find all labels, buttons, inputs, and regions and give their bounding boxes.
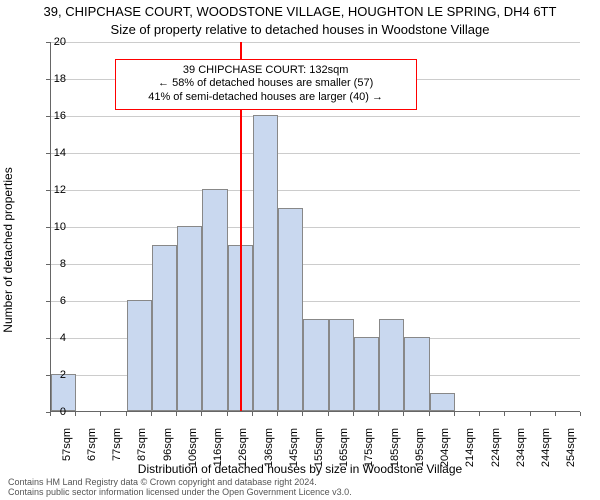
y-tick-label: 10 — [40, 221, 66, 233]
histogram-bar — [278, 208, 303, 412]
y-tick-label: 8 — [40, 258, 66, 270]
y-tick-label: 18 — [40, 73, 66, 85]
chart-container: 39, CHIPCHASE COURT, WOODSTONE VILLAGE, … — [0, 0, 600, 500]
x-tick-mark — [50, 412, 51, 416]
histogram-bar — [253, 115, 278, 411]
title-line-2: Size of property relative to detached ho… — [0, 22, 600, 37]
x-tick-mark — [75, 412, 76, 416]
annotation-line: ← 58% of detached houses are smaller (57… — [122, 77, 410, 91]
histogram-bar — [379, 319, 404, 412]
x-tick-mark — [504, 412, 505, 416]
y-tick-mark — [46, 264, 50, 265]
x-tick-mark — [151, 412, 152, 416]
x-tick-mark — [176, 412, 177, 416]
x-tick-mark — [277, 412, 278, 416]
x-tick-mark — [378, 412, 379, 416]
histogram-bar — [127, 300, 152, 411]
y-tick-label: 2 — [40, 369, 66, 381]
plot-area: 39 CHIPCHASE COURT: 132sqm← 58% of detac… — [50, 42, 580, 412]
x-tick-mark — [227, 412, 228, 416]
y-tick-label: 12 — [40, 184, 66, 196]
x-tick-mark — [555, 412, 556, 416]
gridline — [51, 190, 580, 191]
y-tick-mark — [46, 116, 50, 117]
y-axis-label: Number of detached properties — [1, 167, 15, 332]
x-tick-mark — [252, 412, 253, 416]
annotation-line: 41% of semi-detached houses are larger (… — [122, 91, 410, 105]
x-tick-mark — [530, 412, 531, 416]
y-tick-mark — [46, 338, 50, 339]
y-tick-label: 14 — [40, 147, 66, 159]
footer: Contains HM Land Registry data © Crown c… — [8, 478, 352, 498]
y-tick-mark — [46, 190, 50, 191]
x-tick-mark — [454, 412, 455, 416]
y-tick-label: 6 — [40, 295, 66, 307]
gridline — [51, 116, 580, 117]
gridline — [51, 227, 580, 228]
y-tick-mark — [46, 227, 50, 228]
x-tick-mark — [201, 412, 202, 416]
y-tick-label: 0 — [40, 406, 66, 418]
y-tick-label: 16 — [40, 110, 66, 122]
title-line-1: 39, CHIPCHASE COURT, WOODSTONE VILLAGE, … — [0, 4, 600, 19]
gridline — [51, 153, 580, 154]
x-axis-label: Distribution of detached houses by size … — [0, 462, 600, 476]
histogram-bar — [303, 319, 328, 412]
x-tick-mark — [479, 412, 480, 416]
histogram-bar — [329, 319, 354, 412]
gridline — [51, 264, 580, 265]
x-tick-mark — [403, 412, 404, 416]
y-tick-mark — [46, 375, 50, 376]
histogram-bar — [404, 337, 429, 411]
y-tick-mark — [46, 301, 50, 302]
x-tick-mark — [100, 412, 101, 416]
histogram-bar — [354, 337, 379, 411]
annotation-line: 39 CHIPCHASE COURT: 132sqm — [122, 64, 410, 78]
histogram-bar — [202, 189, 227, 411]
y-tick-mark — [46, 42, 50, 43]
x-tick-mark — [126, 412, 127, 416]
x-tick-mark — [328, 412, 329, 416]
y-tick-label: 20 — [40, 36, 66, 48]
x-tick-mark — [429, 412, 430, 416]
x-tick-mark — [302, 412, 303, 416]
y-tick-label: 4 — [40, 332, 66, 344]
x-tick-mark — [580, 412, 581, 416]
y-tick-mark — [46, 79, 50, 80]
footer-line-2: Contains public sector information licen… — [8, 488, 352, 498]
histogram-bar — [430, 393, 455, 412]
annotation-box: 39 CHIPCHASE COURT: 132sqm← 58% of detac… — [115, 59, 417, 110]
gridline — [51, 42, 580, 43]
histogram-bar — [177, 226, 202, 411]
histogram-bar — [152, 245, 177, 412]
y-tick-mark — [46, 153, 50, 154]
x-tick-mark — [353, 412, 354, 416]
